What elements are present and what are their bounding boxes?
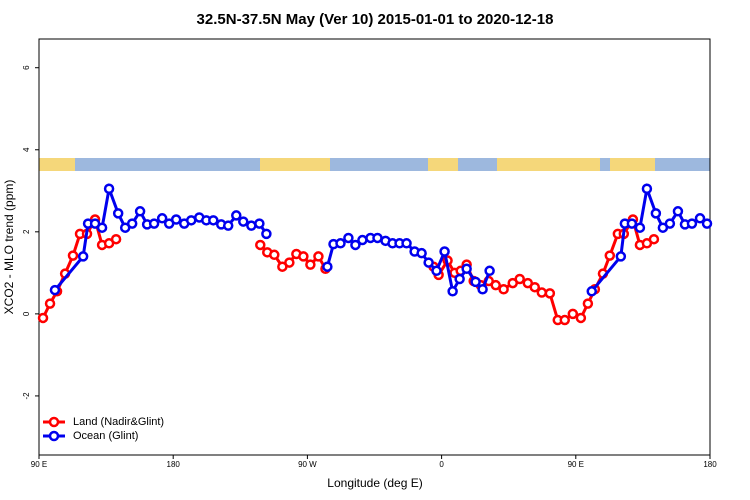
data-point: [431, 265, 442, 277]
data-point: [575, 312, 587, 324]
data-point: [648, 233, 660, 245]
data-point: [559, 314, 571, 326]
data-point: [222, 220, 234, 231]
x-tick-label: 90 W: [298, 460, 317, 469]
y-tick-label: 2: [22, 229, 31, 234]
data-point: [156, 213, 168, 224]
data-point: [148, 218, 160, 229]
data-point: [615, 251, 627, 262]
data-point: [514, 273, 525, 285]
data-point: [103, 183, 115, 194]
data-point: [686, 218, 698, 229]
data-point: [49, 284, 61, 296]
data-point: [664, 218, 676, 229]
data-point: [246, 220, 257, 231]
data-point: [498, 284, 509, 295]
y-axis-label: XCO2 - MLO trend (ppm): [2, 180, 16, 315]
y-tick-label: -2: [22, 392, 31, 400]
legend-marker: [48, 416, 60, 428]
data-point: [461, 263, 472, 274]
data-point: [313, 251, 324, 262]
y-tick-label: 0: [22, 311, 31, 316]
x-axis-label: Longitude (deg E): [327, 476, 422, 490]
data-point: [112, 208, 124, 219]
data-point: [567, 308, 579, 320]
data-point: [439, 246, 450, 257]
legend-marker: [48, 430, 60, 442]
data-point: [185, 215, 197, 226]
x-tick-label: 180: [703, 460, 717, 469]
legend: Land (Nadir&Glint) Ocean (Glint): [43, 416, 164, 442]
data-point: [416, 247, 427, 259]
series: [37, 214, 660, 326]
y-tick-label: 6: [22, 65, 31, 70]
data-point: [335, 238, 346, 249]
data-point: [269, 249, 280, 261]
data-point: [701, 218, 713, 229]
data-point: [44, 298, 56, 309]
data-point: [322, 261, 333, 272]
data-point: [529, 281, 541, 293]
legend-label: Land (Nadir&Glint): [73, 416, 164, 428]
data-point: [284, 257, 295, 268]
data-point: [305, 259, 316, 270]
data-point: [626, 218, 638, 229]
data-point: [254, 218, 265, 229]
series: [49, 183, 713, 297]
x-tick-label: 90 E: [31, 460, 47, 469]
data-point: [134, 206, 146, 217]
data-point: [672, 206, 684, 217]
land-ocean-strip: [39, 158, 710, 171]
data-point: [231, 210, 242, 221]
data-point: [447, 286, 458, 297]
data-point: [694, 213, 706, 224]
data-point: [586, 286, 598, 297]
chart-title: 32.5N-37.5N May (Ver 10) 2015-01-01 to 2…: [197, 11, 554, 28]
data-point: [110, 233, 122, 245]
data-point: [126, 218, 138, 229]
data-point: [484, 265, 495, 277]
plot-frame: [38, 38, 711, 456]
x-tick-label: 180: [167, 460, 181, 469]
data-point: [77, 251, 89, 262]
data-point: [634, 222, 646, 233]
data-point: [641, 183, 653, 194]
data-point: [582, 298, 594, 309]
data-point: [372, 232, 383, 244]
data-point: [401, 238, 412, 249]
data-point: [238, 216, 249, 227]
data-point: [544, 288, 556, 299]
data-point: [477, 284, 488, 295]
data-point: [357, 234, 368, 246]
x-tick-label: 0: [439, 460, 444, 469]
data-point: [255, 239, 266, 251]
data-point: [350, 239, 361, 251]
legend-label: Ocean (Glint): [73, 430, 138, 442]
data-point: [67, 250, 79, 261]
data-point: [423, 257, 434, 268]
data-point: [343, 232, 354, 244]
data-point: [37, 312, 49, 324]
data-point: [96, 222, 108, 233]
data-point: [454, 273, 465, 285]
data-point: [470, 276, 481, 288]
data-point: [298, 251, 309, 262]
data-point: [170, 214, 182, 225]
series-line: [53, 183, 268, 292]
y-tick-label: 4: [22, 147, 31, 152]
data-point: [208, 215, 219, 226]
data-point: [490, 279, 501, 291]
x-tick-label: 90 E: [568, 460, 584, 469]
data-point: [261, 228, 272, 240]
data-point: [604, 250, 616, 261]
data-point: [650, 208, 662, 219]
data-point: [536, 287, 548, 298]
